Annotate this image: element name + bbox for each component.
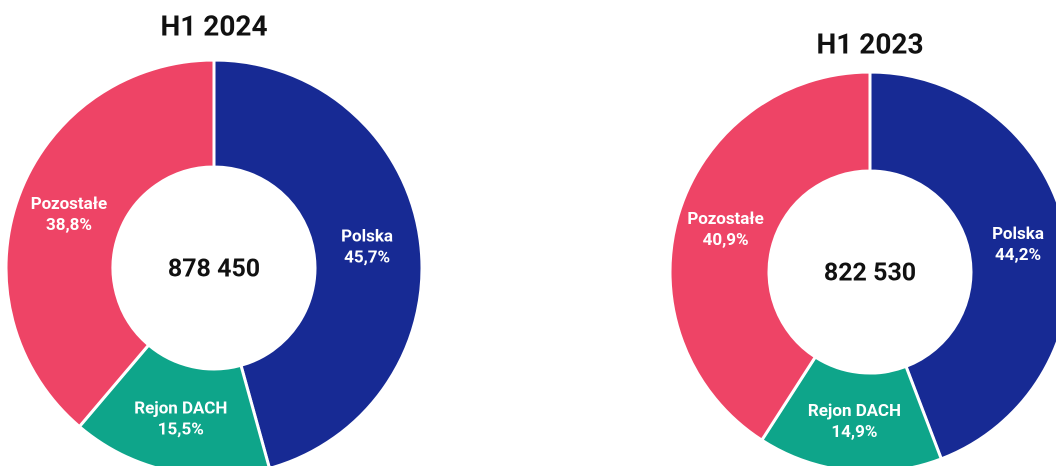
slice-value: 40,9% [703,230,749,250]
slice-label: Rejon DACH [808,401,901,421]
donut-slice [212,58,424,466]
donut-slice [668,70,872,443]
slice-label: Pozostałe [31,194,107,214]
donut-slice [4,58,216,429]
slice-value: 45,7% [344,248,390,268]
slice-value: 14,9% [831,422,877,442]
slice-value: 38,8% [46,215,92,235]
chart-title: H1 2023 [816,27,923,60]
center-total: 822 530 [824,259,916,288]
donut-slice [77,342,271,466]
chart-title: H1 2024 [160,9,267,42]
center-total: 878 450 [168,255,260,284]
donut-slice [868,70,1056,461]
slice-value: 15,5% [158,419,204,439]
slice-value: 44,2% [995,245,1041,265]
slice-label: Polska [341,227,393,247]
slice-label: Polska [992,224,1044,244]
slice-label: Pozostałe [687,209,763,229]
slice-label: Rejon DACH [134,398,227,418]
